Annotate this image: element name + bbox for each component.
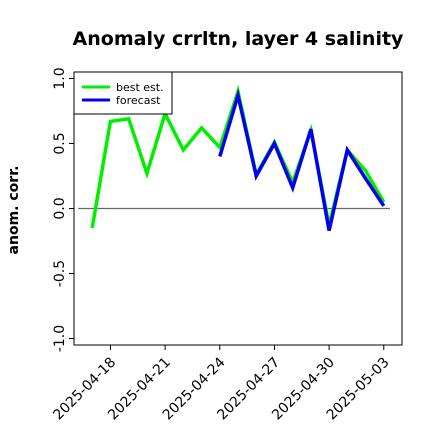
y-tick-label: 0.0 xyxy=(52,197,68,219)
legend: best est. forecast xyxy=(73,71,173,115)
y-tick-label: -0.5 xyxy=(52,260,68,287)
y-tick-label: 0.5 xyxy=(52,132,68,154)
chart-title: Anomaly crrltn, layer 4 salinity xyxy=(73,28,404,50)
y-axis-label: anom. corr. xyxy=(6,166,22,255)
legend-label-forecast: forecast xyxy=(116,94,161,107)
legend-box xyxy=(73,71,173,115)
y-tick-label: -1.0 xyxy=(52,325,68,352)
y-tick-label: 1.0 xyxy=(52,67,68,89)
legend-label-best-est: best est. xyxy=(116,81,164,94)
series-line-forecast xyxy=(218,88,386,231)
